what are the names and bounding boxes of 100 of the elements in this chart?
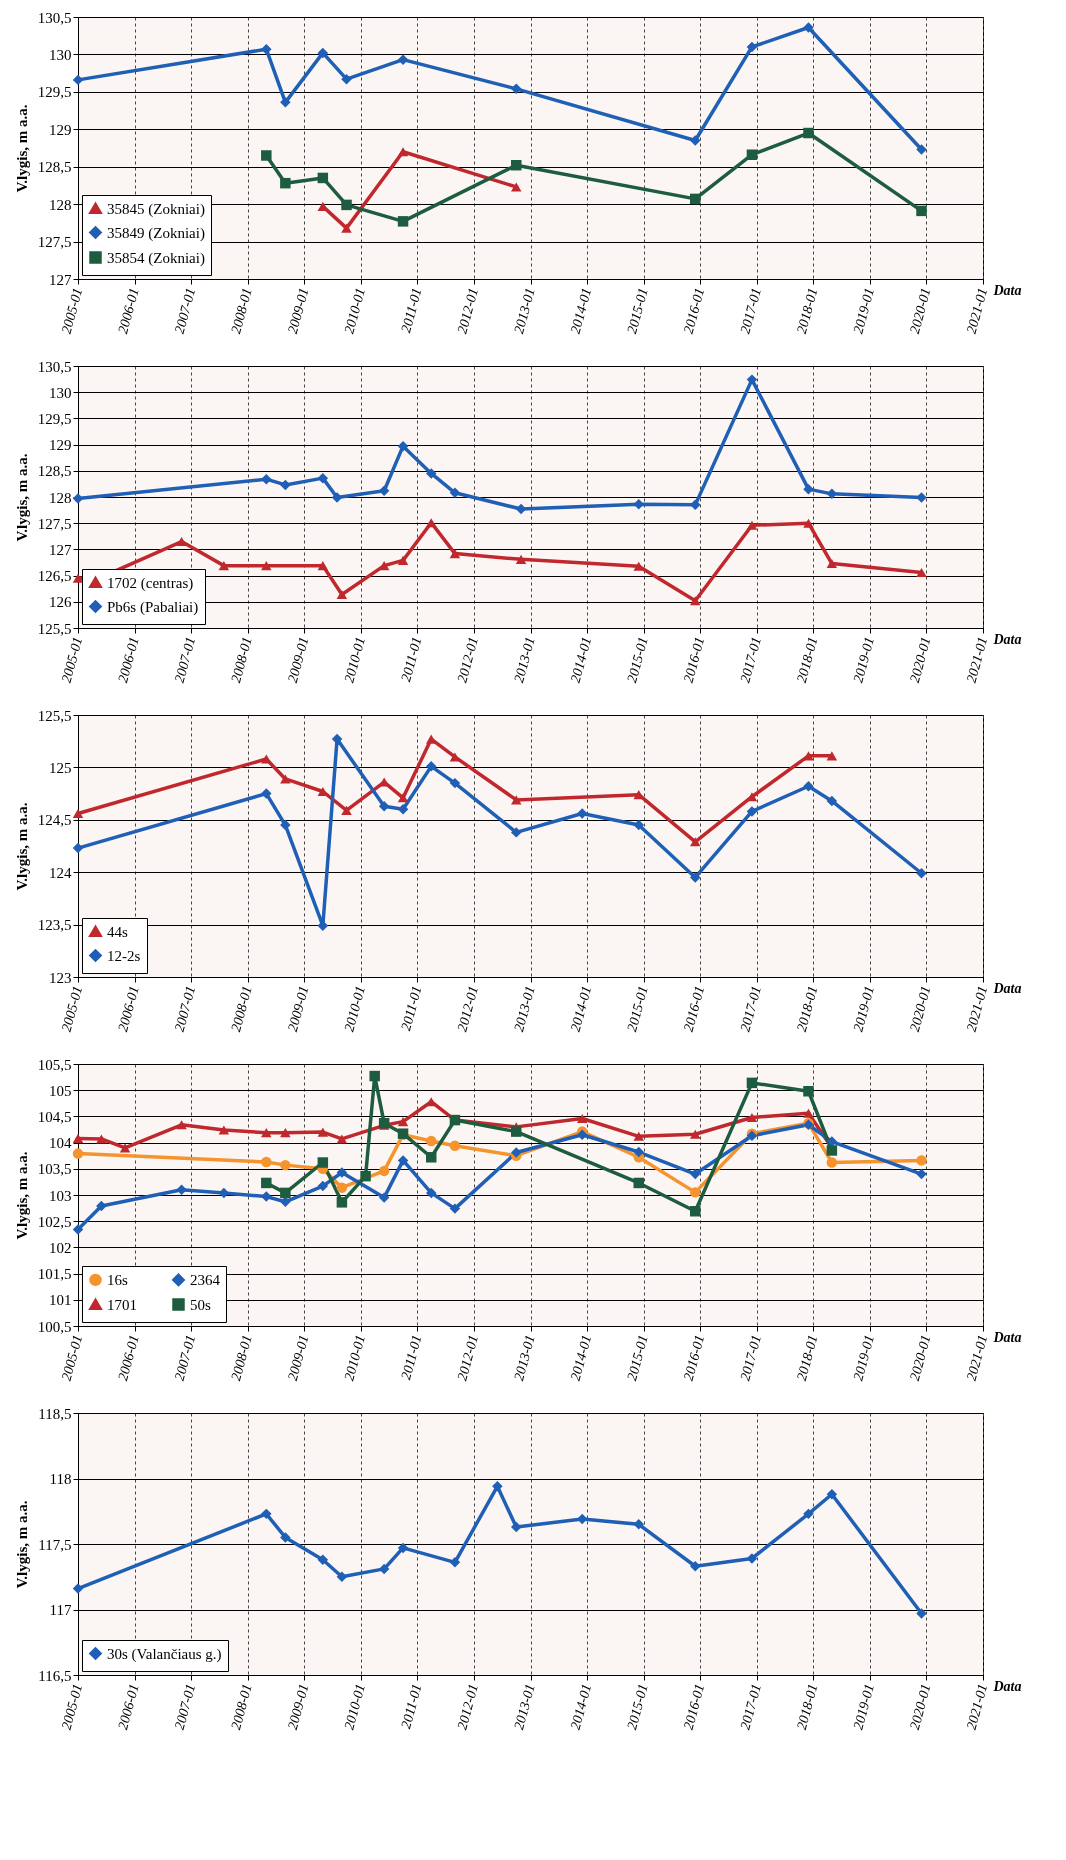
x-tick-label: 2017-01	[737, 984, 765, 1034]
legend-label: 30s (Valančiaus g.)	[107, 1645, 222, 1663]
x-tick-label: 2019-01	[850, 984, 878, 1034]
point	[317, 1157, 329, 1168]
y-tick-label: 124	[49, 864, 72, 881]
x-tick-label: 2017-01	[737, 1682, 765, 1732]
x-tick-label: 2006-01	[115, 635, 142, 685]
x-tick-label: 2010-01	[341, 1682, 369, 1732]
y-tick-label: 128	[49, 196, 72, 213]
point	[218, 1125, 230, 1135]
x-tick-label: 2013-01	[511, 635, 538, 685]
x-axis-title: Data	[992, 282, 1022, 298]
x-axis-title: Data	[992, 1329, 1022, 1345]
y-tick-label: 118	[49, 1471, 72, 1487]
x-tick-label: 2007-01	[171, 635, 199, 685]
y-tick-label: 100,5	[37, 1318, 72, 1335]
point	[690, 872, 701, 883]
x-tick-label: 2006-01	[115, 1682, 142, 1732]
point	[425, 1152, 437, 1163]
point	[449, 1140, 461, 1151]
point	[378, 485, 390, 496]
y-tick-label: 118,5	[38, 1405, 72, 1422]
x-tick-label: 2006-01	[115, 1333, 142, 1383]
y-tick-label: 117	[49, 1602, 72, 1618]
point	[690, 837, 701, 847]
x-tick-label: 2011-01	[398, 1333, 425, 1382]
point	[425, 1187, 437, 1199]
y-tick-label: 104,5	[37, 1108, 72, 1125]
point	[633, 1146, 644, 1158]
y-tick-label: 102	[49, 1239, 72, 1256]
x-tick-label: 2007-01	[171, 1682, 199, 1732]
legend-label: 2364	[190, 1271, 221, 1288]
point	[746, 1112, 758, 1122]
x-tick-label: 2018-01	[793, 286, 821, 336]
x-tick-label: 2010-01	[341, 286, 369, 336]
point	[280, 1128, 291, 1138]
point	[176, 1120, 187, 1130]
x-tick-label: 2018-01	[793, 1682, 821, 1732]
point	[317, 1127, 329, 1137]
x-tick-label: 2006-01	[115, 984, 142, 1034]
point	[916, 492, 927, 503]
point	[378, 561, 390, 571]
x-tick-label: 2014-01	[567, 984, 595, 1034]
x-tick-label: 2010-01	[341, 635, 369, 685]
point	[916, 144, 927, 155]
point	[826, 559, 838, 569]
x-tick-label: 2015-01	[624, 1333, 651, 1383]
x-tick-label: 2016-01	[680, 1333, 708, 1383]
point	[916, 1155, 927, 1166]
y-tick-label: 102,5	[37, 1213, 72, 1230]
y-tick-label: 117,5	[38, 1536, 72, 1553]
point	[576, 1113, 588, 1124]
x-tick-label: 2012-01	[454, 1333, 482, 1383]
y-tick-label: 101,5	[37, 1266, 72, 1283]
x-tick-label: 2012-01	[454, 635, 482, 685]
x-tick-label: 2014-01	[567, 635, 595, 685]
point	[690, 1168, 701, 1180]
point	[261, 43, 272, 55]
point	[690, 1206, 701, 1217]
x-tick-label: 2021-01	[963, 1333, 991, 1383]
x-tick-label: 2020-01	[907, 984, 934, 1034]
x-tick-label: 2013-01	[511, 1682, 538, 1732]
y-tick-label: 116,5	[38, 1667, 72, 1684]
point	[803, 518, 814, 528]
point	[449, 1557, 461, 1568]
point	[511, 1521, 522, 1533]
x-tick-label: 2007-01	[171, 984, 199, 1034]
point	[397, 216, 409, 227]
x-tick-label: 2018-01	[793, 635, 821, 685]
y-tick-label: 128	[49, 489, 72, 506]
point	[425, 468, 437, 479]
legend-label: 50s	[190, 1296, 211, 1313]
point	[72, 842, 84, 854]
point	[72, 1583, 84, 1594]
point	[280, 1532, 291, 1543]
point	[336, 1197, 348, 1208]
y-axis-title: V.lygis, m a.a.	[13, 453, 30, 542]
y-tick-label: 130	[49, 46, 72, 63]
x-tick-label: 2006-01	[115, 286, 142, 336]
point	[803, 781, 814, 792]
y-tick-label: 125,5	[37, 707, 72, 724]
point	[449, 549, 461, 559]
x-tick-label: 2015-01	[624, 984, 651, 1034]
x-tick-label: 2005-01	[58, 1333, 86, 1383]
point	[261, 1508, 272, 1520]
point	[378, 1192, 390, 1203]
x-tick-label: 2009-01	[284, 1333, 312, 1383]
x-tick-label: 2019-01	[850, 1682, 878, 1732]
y-tick-label: 101	[49, 1292, 72, 1309]
point	[690, 193, 701, 205]
legend-label: 1701	[107, 1296, 137, 1313]
point	[511, 827, 522, 838]
point	[119, 1143, 131, 1153]
point	[511, 159, 522, 171]
point	[746, 374, 758, 385]
point	[336, 1167, 348, 1178]
legend-label: 35849 (Zokniai)	[107, 224, 205, 242]
x-tick-label: 2012-01	[454, 984, 482, 1034]
point	[397, 555, 409, 565]
point	[826, 795, 838, 807]
